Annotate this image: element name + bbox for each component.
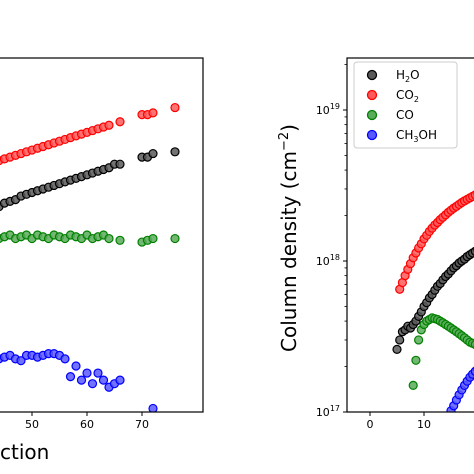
legend: H2O CO2 CO CH3OH	[353, 61, 458, 149]
x-axis-label: ction	[0, 440, 49, 464]
data-point-h2o	[470, 246, 474, 256]
x-tick-label: 60	[80, 418, 94, 431]
data-point-ch3oh	[65, 372, 76, 382]
data-point-ch3oh	[71, 361, 81, 371]
legend-marker-co2	[366, 89, 378, 101]
data-point-ch3oh	[98, 375, 109, 385]
data-point-ch3oh	[470, 366, 474, 376]
legend-marker-ch3oh	[366, 129, 378, 141]
data-point-h2o	[115, 159, 125, 169]
legend-label-co: CO	[396, 108, 414, 122]
legend-marker-h2o	[366, 69, 378, 81]
data-point-co2	[104, 120, 114, 130]
x-tick-label: 50	[25, 418, 39, 431]
data-point-co2	[170, 102, 180, 113]
data-point-co	[408, 380, 418, 391]
data-point-ch3oh	[60, 354, 70, 364]
legend-box	[353, 61, 458, 149]
data-point-co	[104, 233, 114, 244]
y-tick-label: 1017	[316, 404, 340, 419]
data-point-co2	[115, 117, 125, 127]
data-point-ch3oh	[82, 368, 92, 378]
x-tick-label: 0	[367, 418, 374, 431]
data-point-ch3oh	[16, 356, 26, 366]
data-point-h2o	[148, 148, 158, 159]
right-plot-area	[392, 190, 474, 412]
data-point-h2o	[392, 344, 402, 354]
legend-label-h2o: H2O	[396, 68, 420, 84]
legend-label-co2: CO2	[396, 88, 419, 104]
data-point-ch3oh	[76, 375, 87, 385]
data-point-co	[470, 340, 474, 349]
data-point-co	[170, 233, 180, 244]
data-point-h2o	[170, 147, 180, 157]
y-axis-label: Column density (cm−2)	[277, 124, 301, 352]
legend-label-ch3oh: CH3OH	[396, 128, 437, 144]
right-panel: 1017 1018 1019 0 10 Column density (cm−2) H2O C…	[277, 57, 474, 431]
left-plot-area	[0, 102, 180, 412]
y-tick-label: 1018	[316, 253, 340, 268]
x-tick-label: 10	[417, 418, 431, 431]
data-point-ch3oh	[87, 379, 98, 389]
data-point-ch3oh	[115, 375, 125, 385]
data-point-co	[115, 235, 125, 245]
right-axes-frame	[346, 57, 474, 413]
data-point-h2o	[395, 335, 405, 345]
data-point-co	[414, 335, 424, 345]
data-point-co	[148, 233, 158, 244]
x-tick-label: 70	[135, 418, 149, 431]
data-point-co2	[148, 108, 158, 118]
data-point-co2	[470, 190, 474, 200]
left-panel: 50 60 70 ction	[0, 57, 204, 464]
y-tick-label: 1019	[316, 102, 340, 117]
left-axes-frame	[0, 57, 204, 413]
data-point-ch3oh	[148, 403, 158, 412]
legend-marker-co	[366, 109, 378, 121]
data-point-co	[411, 355, 421, 365]
data-point-ch3oh	[93, 368, 103, 378]
